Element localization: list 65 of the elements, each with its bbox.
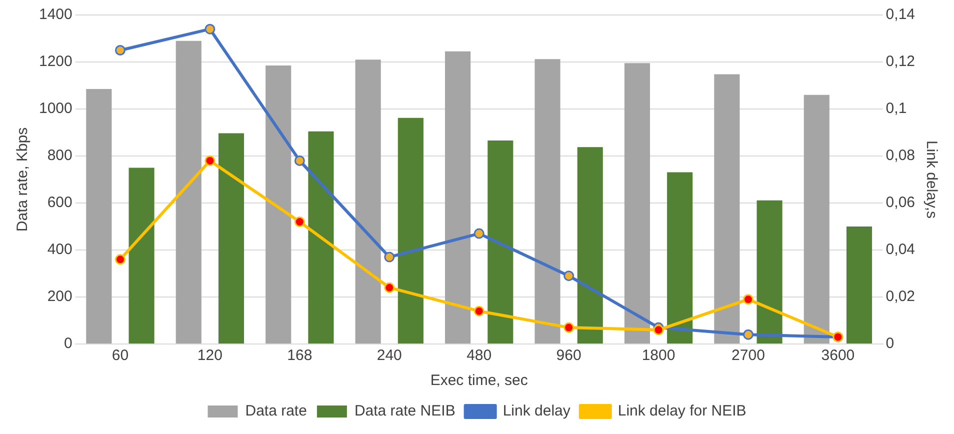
bar (846, 226, 872, 344)
x-tick-label: 3600 (821, 347, 855, 364)
y-tick-label: 1200 (38, 53, 72, 70)
x-tick-label: 120 (197, 347, 222, 364)
bar (86, 89, 112, 344)
point (114, 45, 126, 56)
y2-tick-label: 0,04 (886, 241, 916, 258)
x-tick-label: 168 (287, 347, 312, 364)
bar (128, 168, 154, 344)
bar (624, 63, 650, 344)
point (653, 324, 664, 336)
y2-tick-label: 0,12 (886, 53, 916, 70)
bar (488, 140, 514, 344)
bar (667, 172, 693, 344)
bar (176, 40, 202, 344)
bar (266, 66, 292, 344)
x-axis-title: Exec time, sec (430, 372, 528, 390)
x-tick-label: 1800 (642, 347, 676, 364)
bar (398, 118, 424, 344)
bar (534, 59, 560, 344)
y2-tick-label: 0,02 (886, 288, 916, 306)
y2-axis-title: Link delay,s (922, 140, 940, 219)
bar (804, 94, 830, 344)
point (294, 155, 305, 166)
y-tick-label: 1400 (38, 6, 72, 24)
y-tick-label: 1000 (38, 100, 72, 118)
y2-tick-label: 0,08 (886, 147, 916, 164)
y-axis-title: Data rate, Kbps (14, 127, 32, 232)
point (742, 329, 754, 340)
y-tick-label: 200 (47, 288, 72, 306)
legend-label: Link delay (502, 402, 571, 420)
bar (714, 74, 740, 344)
point (564, 322, 574, 333)
bar (218, 133, 244, 344)
legend-label: Data rate NEIB (354, 402, 456, 420)
y-tick-label: 0 (64, 335, 72, 352)
y-tick-label: 800 (47, 147, 72, 164)
y-tick-label: 400 (47, 241, 72, 258)
y-tick-label: 600 (47, 194, 72, 212)
x-tick-label: 2700 (732, 347, 765, 364)
point (384, 252, 395, 262)
legend-label: Data rate (245, 402, 307, 420)
legend-label: Link delay for NEIB (618, 402, 746, 420)
x-tick-label: 60 (112, 347, 129, 364)
bar (355, 60, 381, 344)
point (384, 282, 395, 293)
y2-tick-label: 0,06 (886, 194, 916, 212)
point (564, 270, 574, 282)
point (204, 155, 216, 166)
point (204, 24, 216, 34)
y2-tick-label: 0,1 (886, 100, 907, 118)
x-tick-label: 480 (466, 347, 492, 364)
point (474, 228, 484, 239)
point (114, 254, 126, 265)
y2-tick-label: 0 (886, 335, 894, 352)
bar (308, 131, 334, 344)
y2-tick-label: 0,14 (886, 6, 916, 24)
point (294, 216, 305, 228)
bar (756, 200, 782, 344)
point (474, 306, 484, 316)
point (742, 294, 754, 305)
x-tick-label: 240 (376, 347, 402, 364)
x-tick-label: 960 (556, 347, 582, 364)
bar (444, 51, 471, 344)
bar (577, 147, 603, 344)
